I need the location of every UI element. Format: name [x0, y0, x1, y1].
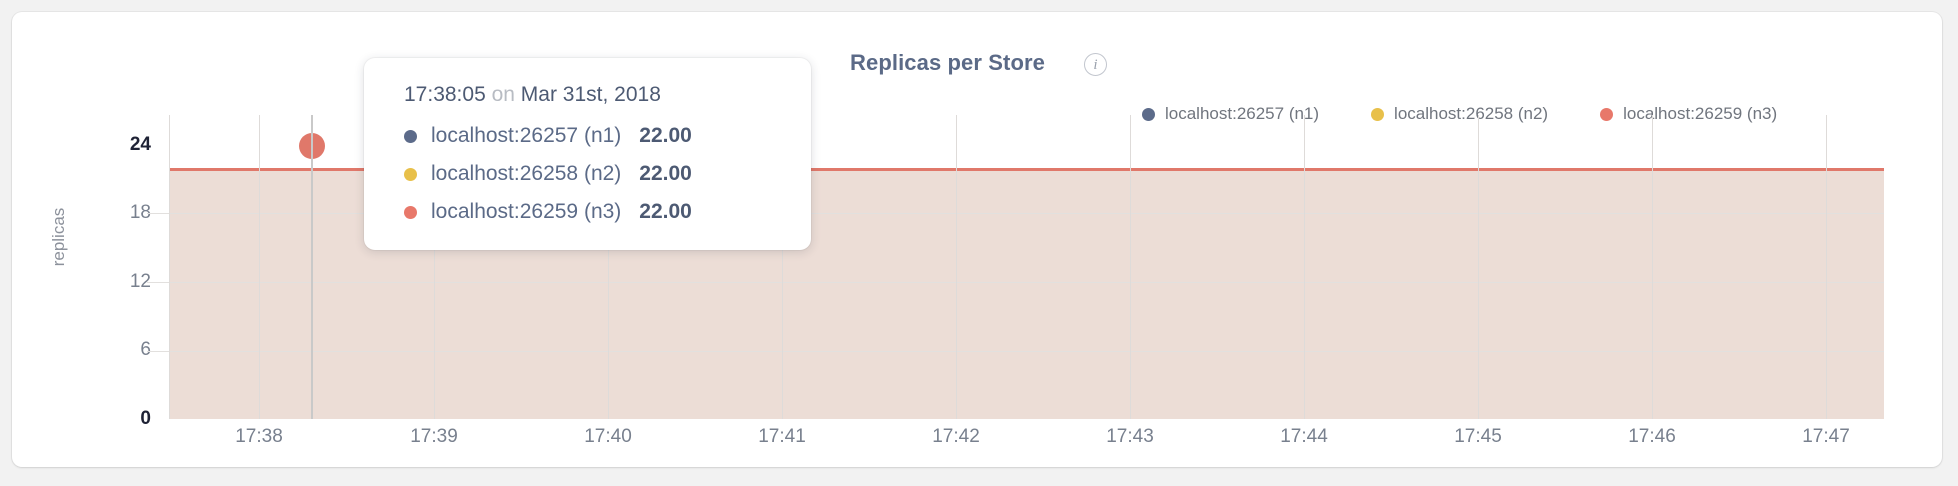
tooltip-timestamp: 17:38:05 on Mar 31st, 2018: [364, 83, 811, 107]
gridline-vertical: [1130, 115, 1131, 419]
y-axis: 24 18 12 6 0: [12, 12, 151, 467]
chart-tooltip: 17:38:05 on Mar 31st, 2018 localhost:262…: [364, 58, 811, 250]
tooltip-series-label: localhost:26257 (n1): [431, 124, 622, 147]
x-tick-1743: 17:43: [1106, 426, 1154, 447]
tooltip-on-word: on: [491, 83, 515, 106]
x-tick-1738: 17:38: [235, 426, 283, 447]
x-tick-1745: 17:45: [1454, 426, 1502, 447]
gridline-vertical: [782, 115, 783, 419]
gridline-vertical: [1826, 115, 1827, 419]
tooltip-series-value: 22.00: [639, 124, 692, 147]
x-tick-1744: 17:44: [1280, 426, 1328, 447]
x-tick-1740: 17:40: [584, 426, 632, 447]
y-tick-12: 12: [129, 271, 151, 292]
x-tick-1747: 17:47: [1802, 426, 1850, 447]
gridline-vertical: [434, 115, 435, 419]
tooltip-row-n1: localhost:26257 (n1) 22.00: [364, 124, 811, 148]
x-tick-1741: 17:41: [758, 426, 806, 447]
x-tick-1739: 17:39: [410, 426, 458, 447]
tooltip-dot-icon: [404, 167, 417, 181]
legend-label: localhost:26257 (n1): [1165, 104, 1320, 123]
tooltip-series-value: 22.00: [639, 162, 692, 185]
legend-dot-icon: [1600, 107, 1614, 121]
legend-item-n1[interactable]: localhost:26257 (n1): [1142, 104, 1319, 124]
tooltip-row-n3: localhost:26259 (n3) 22.00: [364, 200, 811, 224]
y-tick-6: 6: [140, 339, 151, 360]
y-tick-0: 0: [140, 408, 151, 429]
legend-label: localhost:26258 (n2): [1394, 104, 1549, 123]
chart-card: Replicas per Store i localhost:26257 (n1…: [12, 12, 1942, 467]
x-tick-1742: 17:42: [932, 426, 980, 447]
chart-legend: localhost:26257 (n1) localhost:26258 (n2…: [1142, 104, 1777, 124]
gridline-vertical: [1304, 115, 1305, 419]
tooltip-row-n2: localhost:26258 (n2) 22.00: [364, 162, 811, 186]
gridline-vertical: [608, 115, 609, 419]
tooltip-date: Mar 31st, 2018: [520, 83, 661, 106]
legend-item-n3[interactable]: localhost:26259 (n3): [1600, 104, 1777, 124]
gridline-vertical: [1478, 115, 1479, 419]
tooltip-series-label: localhost:26258 (n2): [431, 162, 622, 185]
tooltip-series-value: 22.00: [639, 200, 692, 223]
legend-label: localhost:26259 (n3): [1623, 104, 1778, 123]
gridline-horizontal: [147, 350, 1884, 352]
legend-dot-icon: [1371, 107, 1385, 121]
gridline-horizontal: [147, 213, 1884, 215]
page-title: Replicas per Store: [850, 50, 1045, 75]
y-tick-18: 18: [129, 202, 151, 223]
gridline-vertical: [259, 115, 260, 419]
gridline-vertical: [956, 115, 957, 419]
x-tick-1746: 17:46: [1628, 426, 1676, 447]
tooltip-dot-icon: [404, 205, 417, 219]
y-tick-24: 24: [129, 134, 151, 155]
tooltip-dot-icon: [404, 129, 417, 143]
legend-item-n2[interactable]: localhost:26258 (n2): [1371, 104, 1548, 124]
hover-crosshair: [311, 115, 313, 419]
legend-dot-icon: [1142, 107, 1155, 121]
tooltip-time: 17:38:05: [404, 83, 486, 106]
info-icon[interactable]: i: [1084, 53, 1107, 76]
series-line: [169, 167, 1884, 171]
tooltip-series-label: localhost:26259 (n3): [431, 200, 622, 223]
gridline-vertical: [1652, 115, 1653, 419]
gridline-horizontal: [147, 282, 1884, 283]
